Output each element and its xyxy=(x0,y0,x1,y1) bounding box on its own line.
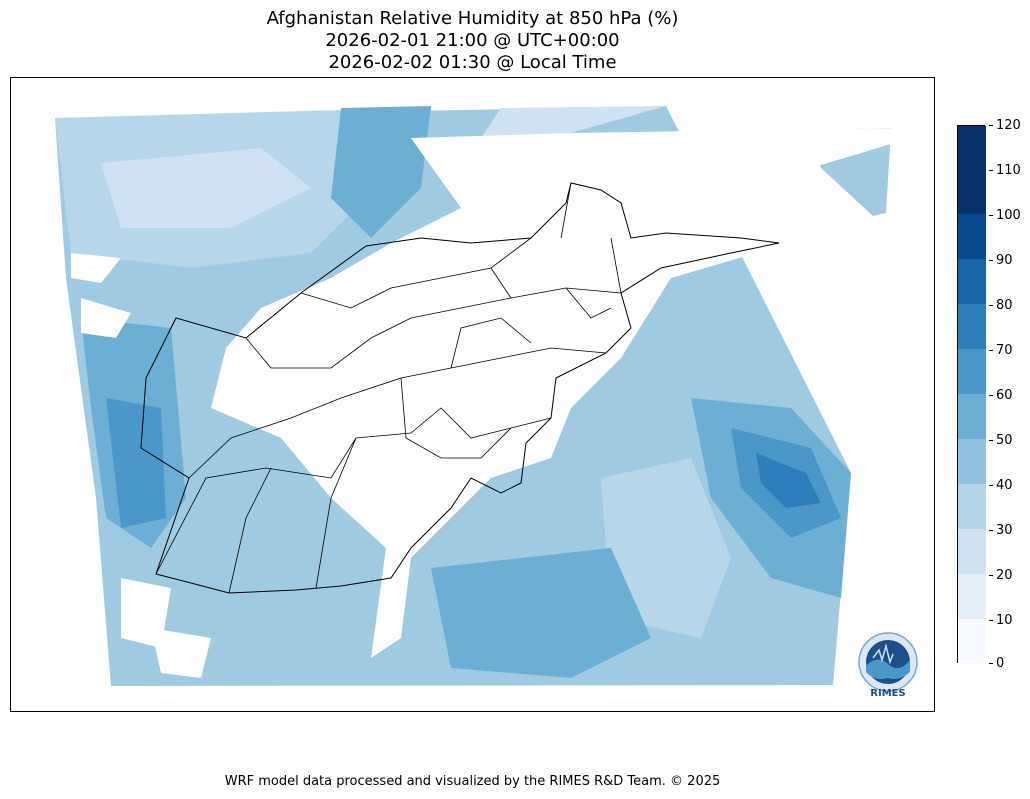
missing-data xyxy=(571,128,911,248)
colorbar-tick-label: 40 xyxy=(996,478,1013,493)
missing-data xyxy=(71,253,121,283)
colorbar-tick-label: 90 xyxy=(996,253,1013,268)
title-line-1: Afghanistan Relative Humidity at 850 hPa… xyxy=(266,8,679,29)
colorbar-tick xyxy=(989,395,993,396)
province-borders xyxy=(155,182,622,594)
colorbar-tick-label: 30 xyxy=(996,523,1013,538)
humidity-field-light xyxy=(481,106,666,138)
colorbar-tick xyxy=(989,530,993,531)
colorbar-tick-label: 70 xyxy=(996,343,1013,358)
colorbar-tick-label: 10 xyxy=(996,613,1013,628)
humidity-map xyxy=(55,106,911,686)
colorbar-tick xyxy=(989,350,993,351)
missing-data xyxy=(81,298,131,338)
colorbar-tick-label: 80 xyxy=(996,298,1013,313)
colorbar-tick-label: 20 xyxy=(996,568,1013,583)
colorbar-tick xyxy=(989,170,993,171)
colorbar-tick xyxy=(989,620,993,621)
title-line-3: 2026-02-02 01:30 @ Local Time xyxy=(328,52,617,73)
footer-credit: WRF model data processed and visualized … xyxy=(224,774,721,789)
map-title: Afghanistan Relative Humidity at 850 hPa… xyxy=(10,8,935,74)
title-line-2: 2026-02-01 21:00 @ UTC+00:00 xyxy=(325,30,620,51)
humidity-field-dark xyxy=(756,453,821,508)
humidity-field-dark xyxy=(331,106,431,238)
colorbar-gradient xyxy=(958,126,986,664)
map-panel xyxy=(10,77,935,712)
colorbar-tick xyxy=(989,663,993,664)
humidity-field-dark xyxy=(106,398,166,528)
colorbar-tick-label: 60 xyxy=(996,388,1013,403)
colorbar-tick xyxy=(989,215,993,216)
missing-data xyxy=(151,628,211,678)
colorbar-tick-label: 120 xyxy=(996,118,1021,133)
colorbar-tick xyxy=(989,575,993,576)
rimes-logo-icon: RIMES xyxy=(858,632,918,699)
colorbar-tick-label: 100 xyxy=(996,208,1021,223)
humidity-field-dark xyxy=(431,548,651,678)
colorbar xyxy=(957,125,986,664)
rimes-logo: RIMES xyxy=(855,632,921,700)
colorbar-tick-label: 0 xyxy=(996,656,1005,671)
humidity-field-light xyxy=(601,458,731,638)
country-border xyxy=(140,182,780,594)
colorbar-tick xyxy=(989,125,993,126)
colorbar-tick-label: 110 xyxy=(996,163,1021,178)
missing-data xyxy=(211,133,791,658)
humidity-field-light xyxy=(101,148,311,228)
colorbar-tick xyxy=(989,485,993,486)
colorbar-tick xyxy=(989,305,993,306)
logo-text: RIMES xyxy=(870,688,905,699)
colorbar-tick xyxy=(989,440,993,441)
colorbar-tick xyxy=(989,260,993,261)
colorbar-tick-label: 50 xyxy=(996,433,1013,448)
